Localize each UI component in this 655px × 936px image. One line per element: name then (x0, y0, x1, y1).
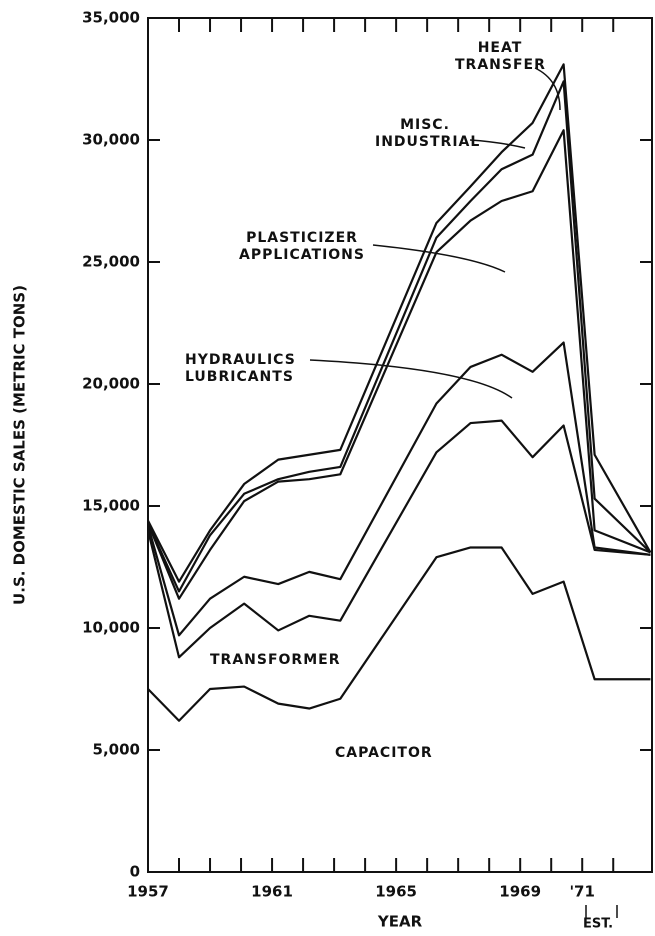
y-tick-label: 20,000 (82, 375, 140, 393)
leader (372, 244, 506, 273)
x-tick-label: 1969 (499, 883, 541, 901)
y-tick-label: 25,000 (82, 253, 140, 271)
x-tick-label: 1965 (375, 883, 417, 901)
series-label: MISC. INDUSTRIAL (375, 117, 481, 150)
x-tick-label: 1957 (127, 883, 169, 901)
series-line (147, 546, 651, 722)
x-tick-label: '71 (569, 883, 594, 901)
x-axis-label: YEAR (377, 913, 423, 931)
series-line (147, 63, 652, 583)
y-tick-label: 5,000 (93, 741, 140, 759)
plot-frame (147, 17, 653, 873)
y-tick-label: 30,000 (82, 131, 140, 149)
est-note: EST. (583, 917, 613, 932)
series-line (146, 341, 651, 637)
leader-lines (309, 67, 618, 918)
leader (309, 359, 513, 399)
y-tick-label: 35,000 (82, 9, 140, 27)
series-label: HYDRAULICS LUBRICANTS (185, 352, 296, 385)
y-tick-label: 0 (130, 863, 140, 881)
series-label: HEAT TRANSFER (455, 40, 546, 73)
x-tick-label: 1961 (251, 883, 293, 901)
series-line (146, 129, 651, 600)
est-marks (585, 905, 618, 918)
series-line (146, 419, 651, 659)
leader (469, 139, 526, 149)
y-tick-label: 10,000 (82, 619, 140, 637)
series-label: TRANSFORMER (210, 652, 341, 668)
y-axis-label: U.S. DOMESTIC SALES (METRIC TONS) (11, 285, 29, 605)
series-label: PLASTICIZER APPLICATIONS (239, 230, 365, 263)
series-label: CAPACITOR (335, 745, 433, 761)
leader (534, 67, 561, 111)
y-tick-label: 15,000 (82, 497, 140, 515)
series-line (146, 80, 652, 593)
